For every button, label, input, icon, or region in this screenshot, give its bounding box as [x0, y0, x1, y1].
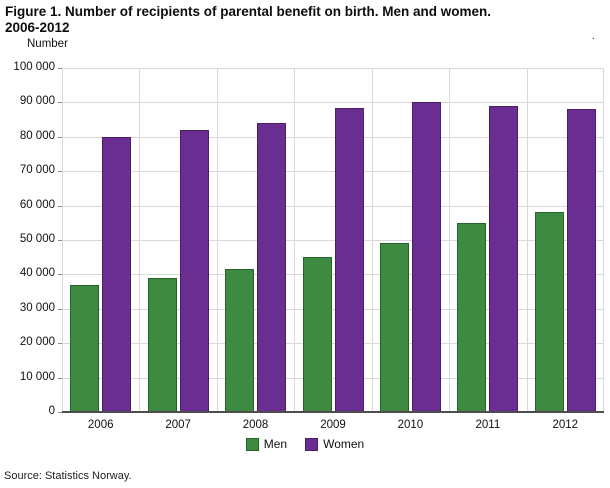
- legend-label-men: Men: [263, 437, 288, 451]
- bar-men-2011: [457, 222, 487, 412]
- y-tick-label-40000: 40 000: [19, 267, 55, 280]
- chart-title-line2: 2006-2012: [5, 20, 70, 35]
- bar-women-2009: [334, 107, 364, 412]
- gridline-horizontal: [62, 308, 604, 310]
- bar-men-2012: [534, 212, 564, 412]
- plot-area: [62, 68, 604, 413]
- gridline-vertical: [526, 68, 528, 412]
- y-tick-mark: [58, 102, 62, 104]
- bar-women-2011: [489, 105, 519, 412]
- bar-women-2010: [411, 102, 441, 412]
- y-tick-mark: [58, 171, 62, 173]
- x-tick-label-2006: 2006: [87, 419, 114, 431]
- y-tick-mark: [58, 205, 62, 207]
- gridline-horizontal: [62, 102, 604, 104]
- y-tick-mark: [58, 274, 62, 276]
- source-text: Source: Statistics Norway.: [4, 470, 132, 482]
- x-tick-label-2009: 2009: [320, 419, 346, 431]
- x-axis-line: [62, 411, 604, 413]
- gridline-horizontal: [62, 240, 604, 241]
- legend-item-women: Women: [305, 437, 364, 451]
- legend: Men Women: [0, 437, 610, 451]
- x-tick-label-2012: 2012: [552, 419, 579, 431]
- y-tick-label-50000: 50 000: [19, 233, 55, 245]
- y-tick-mark: [58, 412, 62, 413]
- gridline-vertical: [294, 68, 296, 412]
- y-tick-mark: [58, 308, 62, 310]
- legend-swatch-women: [305, 437, 319, 451]
- gridline-vertical: [139, 68, 141, 412]
- y-tick-label-10000: 10 000: [19, 370, 55, 383]
- bar-women-2012: [566, 109, 596, 412]
- gridline-vertical: [449, 68, 451, 412]
- bar-men-2007: [147, 277, 177, 412]
- bar-men-2010: [379, 243, 409, 412]
- x-tick-label-2007: 2007: [165, 419, 191, 431]
- gridline-horizontal: [62, 343, 604, 345]
- x-tick-label-2010: 2010: [397, 419, 424, 431]
- gridline-horizontal: [62, 68, 604, 69]
- x-tick-label-2008: 2008: [242, 419, 269, 431]
- bar-women-2007: [179, 129, 209, 412]
- stray-dot: .: [591, 28, 595, 42]
- gridline-horizontal: [62, 136, 604, 138]
- bar-men-2009: [302, 257, 332, 412]
- legend-swatch-men: [245, 437, 259, 451]
- bar-women-2006: [102, 136, 132, 412]
- gridline-horizontal: [62, 274, 604, 276]
- y-tick-mark: [58, 377, 62, 379]
- y-tick-label-60000: 60 000: [19, 198, 55, 211]
- chart-title-line1: Figure 1. Number of recipients of parent…: [5, 4, 492, 19]
- y-tick-label-80000: 80 000: [19, 129, 55, 142]
- y-axis-unit-label: Number: [27, 38, 68, 50]
- y-tick-label-30000: 30 000: [19, 301, 55, 314]
- gridline-horizontal: [62, 171, 604, 173]
- y-tick-mark: [58, 136, 62, 138]
- legend-item-men: Men: [245, 437, 288, 451]
- legend-label-women: Women: [323, 437, 365, 451]
- gridline-horizontal: [62, 205, 604, 207]
- gridline-vertical: [216, 68, 218, 412]
- gridline-vertical: [371, 68, 373, 412]
- y-tick-label-100000: 100 000: [13, 61, 55, 73]
- bar-men-2006: [70, 284, 100, 412]
- y-tick-label-20000: 20 000: [19, 336, 55, 349]
- gridline-horizontal: [62, 377, 604, 379]
- y-tick-label-90000: 90 000: [19, 95, 55, 108]
- y-tick-label-0: 0: [48, 405, 55, 417]
- y-tick-label-70000: 70 000: [19, 164, 55, 177]
- y-tick-mark: [58, 240, 62, 241]
- gridline-vertical: [62, 68, 63, 412]
- bar-men-2008: [225, 269, 255, 412]
- bar-women-2008: [257, 123, 287, 412]
- gridline-vertical: [603, 68, 604, 412]
- y-tick-mark: [58, 343, 62, 345]
- x-tick-label-2011: 2011: [475, 419, 501, 431]
- y-tick-mark: [58, 68, 62, 69]
